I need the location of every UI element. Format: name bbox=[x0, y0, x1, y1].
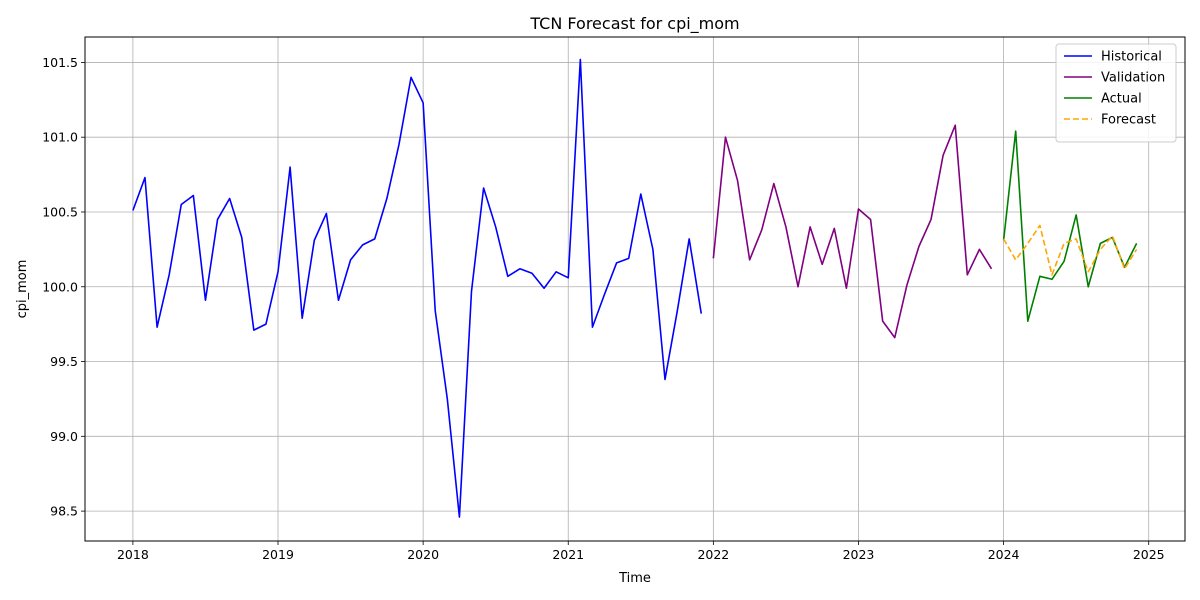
y-tick-label: 99.5 bbox=[50, 354, 78, 369]
y-tick-label: 101.5 bbox=[42, 55, 78, 70]
legend-label: Forecast bbox=[1101, 113, 1156, 128]
legend-label: Validation bbox=[1101, 71, 1165, 86]
legend-label: Historical bbox=[1101, 50, 1162, 65]
forecast-series-line bbox=[1002, 224, 1138, 276]
y-tick-label: 98.5 bbox=[50, 504, 78, 519]
x-tick-label: 2025 bbox=[1133, 547, 1165, 562]
y-axis-title: cpi_mom bbox=[15, 260, 30, 319]
y-tick-label: 99.0 bbox=[50, 429, 78, 444]
legend-box bbox=[1055, 43, 1177, 143]
plot-frame bbox=[84, 36, 1186, 542]
legend-label: Actual bbox=[1101, 92, 1142, 107]
x-tick-label: 2022 bbox=[697, 547, 729, 562]
legend: Historical Validation Actual Forecast bbox=[1055, 43, 1177, 143]
historical-series-line bbox=[132, 58, 703, 518]
x-tick-label: 2018 bbox=[117, 547, 149, 562]
x-tick-label: 2020 bbox=[407, 547, 439, 562]
x-tick-label: 2021 bbox=[552, 547, 584, 562]
chart-title: TCN Forecast for cpi_mom bbox=[529, 14, 739, 34]
y-tick-label: 100.5 bbox=[42, 204, 78, 219]
x-tick-label: 2023 bbox=[843, 547, 875, 562]
y-tick-label: 100.0 bbox=[42, 279, 78, 294]
y-tick-label: 101.0 bbox=[42, 130, 78, 145]
plot-area: 2018 2019 2020 2021 2022 2023 2024 2025 98.5 99.0… bbox=[42, 36, 1186, 562]
validation-series-line bbox=[712, 124, 993, 339]
actual-series-line bbox=[1002, 130, 1138, 322]
x-axis-title: Time bbox=[618, 571, 651, 586]
grid-lines bbox=[85, 37, 1185, 541]
axis-ticks: 2018 2019 2020 2021 2022 2023 2024 2025 98.5 99.0… bbox=[42, 55, 1164, 562]
series-lines bbox=[132, 58, 1138, 518]
x-tick-label: 2019 bbox=[262, 547, 294, 562]
x-tick-label: 2024 bbox=[988, 547, 1020, 562]
